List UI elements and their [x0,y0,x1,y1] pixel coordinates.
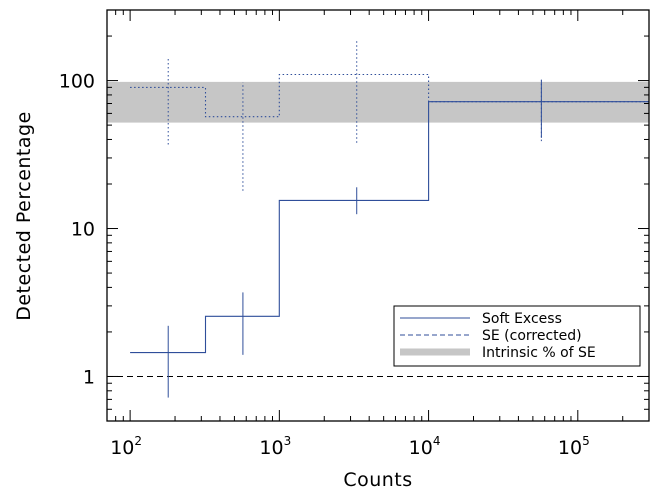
x-tick-label-exponent: 2 [134,434,142,448]
y-tick-label: 10 [71,219,95,241]
x-tick-label: 105 [558,434,590,459]
plot-clipped-group [107,41,649,398]
x-tick-label-base: 10 [409,437,433,459]
legend-label: SE (corrected) [482,328,582,344]
plot-frame [106,9,650,422]
x-tick-label-base: 10 [259,437,283,459]
x-tick-label: 103 [259,434,291,459]
legend-box [393,305,641,367]
y-tick-label: 1 [83,366,95,388]
x-tick-label-base: 10 [558,437,582,459]
series-1-step-line [130,73,649,118]
x-tick-label-exponent: 3 [284,434,292,448]
x-tick-label-exponent: 5 [582,434,590,448]
series-0-step-line [130,101,649,354]
x-tick-label-exponent: 4 [433,434,441,448]
x-axis-label: Counts [343,469,412,491]
y-tick-label: 100 [59,71,95,93]
plot-area [107,41,649,398]
legend-label: Soft Excess [482,311,562,327]
x-tick-label-base: 10 [110,437,134,459]
x-tick-label: 104 [409,434,441,459]
x-tick-label: 102 [110,434,142,459]
y-axis-label: Detected Percentage [13,111,35,321]
legend-label: Intrinsic % of SE [482,345,596,361]
